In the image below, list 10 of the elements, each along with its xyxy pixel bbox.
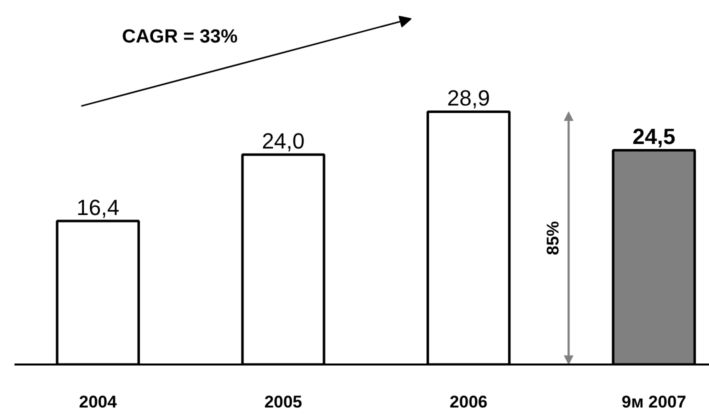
x-tick-label: 9м 2007 — [622, 392, 686, 412]
x-tick-label: 2006 — [450, 392, 488, 412]
text: CAGR = 33% — [122, 26, 238, 48]
data-label: 28,9 — [447, 86, 490, 111]
annotation: 85% — [544, 221, 563, 256]
x-tick-label: 2005 — [264, 392, 302, 412]
x-tick-label: 2004 — [78, 392, 118, 412]
data-label: 24,5 — [632, 124, 676, 150]
data-label: 16,4 — [76, 195, 120, 220]
data-label: 24,0 — [262, 128, 305, 154]
